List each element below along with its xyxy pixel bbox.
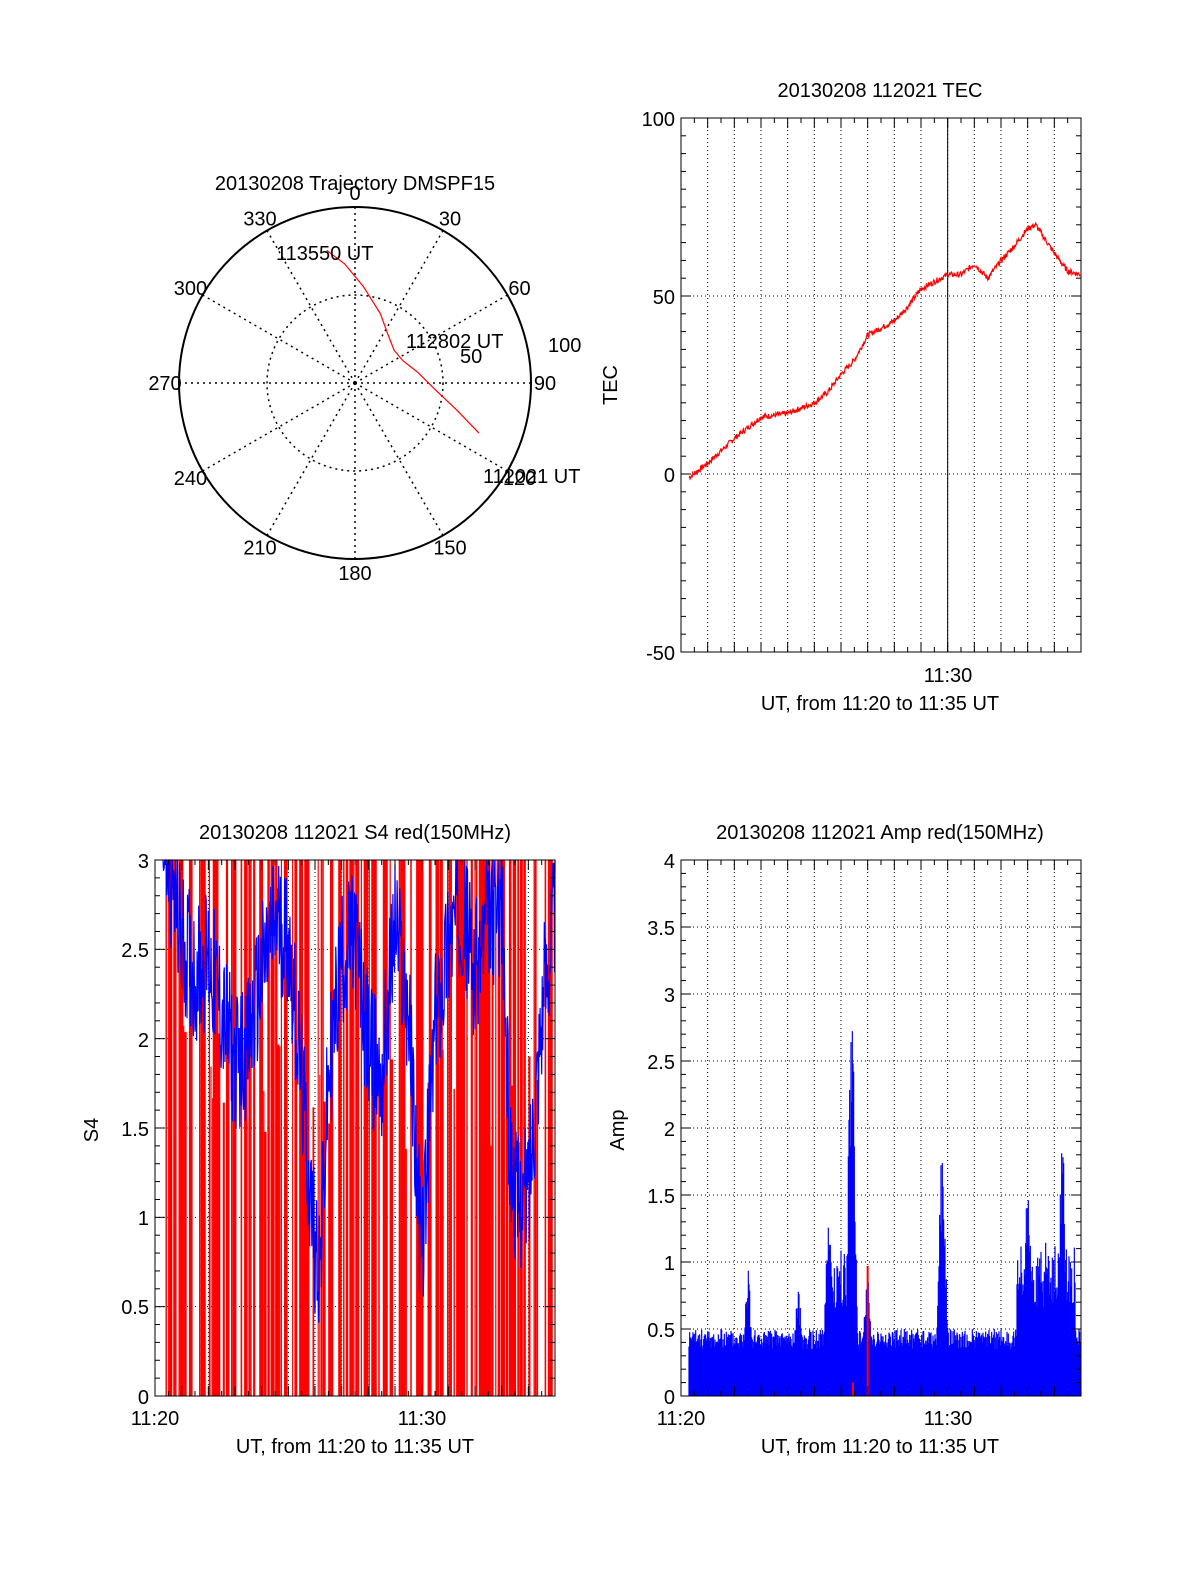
amp-title: 20130208 112021 Amp red(150MHz) [716,822,1044,844]
s4-xtick-1120: 11:20 [131,1408,180,1430]
polar-radius-label-50: 50 [460,346,482,368]
amp-ytick-2: 2 [664,1119,675,1141]
amp-ytick-1: 1 [664,1253,675,1275]
amp-grid [681,860,1081,1396]
polar-title: 20130208 Trajectory DMSPF15 [215,173,495,195]
tec-xlabel: UT, from 11:20 to 11:35 UT [761,693,999,715]
amp-ylabel: Amp [607,1109,629,1150]
polar-angle-label-30: 30 [439,208,461,230]
tec-ytick-minus50: -50 [646,643,675,665]
s4-ytick-1.5: 1.5 [121,1119,149,1141]
tec-series-line [688,221,1082,481]
polar-angle-label-210: 210 [243,538,276,560]
amp-panel: 20130208 112021 Amp red(150MHz) 4 3.5 3 … [607,822,1082,1458]
s4-ylabel: S4 [81,1118,103,1142]
s4-panel: 20130208 112021 S4 red(150MHz) 3 2.5 2 1… [81,822,556,1458]
polar-angle-label-240: 240 [174,468,207,490]
tec-ytick-50: 50 [653,287,675,309]
polar-angle-label-270: 270 [148,373,181,395]
s4-blue-series [162,859,556,1323]
s4-title: 20130208 112021 S4 red(150MHz) [199,822,511,844]
trajectory-label-start: 113550 UT [276,243,373,265]
amp-ytick-3: 3 [664,985,675,1007]
amp-ytick-0.5: 0.5 [647,1320,675,1342]
polar-spoke-120 [354,382,508,472]
tec-ylabel: TEC [600,365,622,405]
polar-angle-label-90: 90 [534,373,556,395]
polar-angle-label-180: 180 [338,563,371,585]
tec-grid [681,118,1081,652]
s4-ticks [154,859,556,1397]
trajectory-label-end: 112021 UT [483,466,580,488]
polar-trajectory-panel: 20130208 Trajectory DMSPF15 0 30 60 90 120 15… [148,173,581,585]
polar-angle-label-0: 0 [349,183,360,205]
s4-ytick-0: 0 [138,1387,149,1409]
tec-ticks [680,117,1082,653]
amp-ytick-4: 4 [664,851,675,873]
polar-angle-label-150: 150 [433,538,466,560]
s4-ytick-0.5: 0.5 [121,1297,149,1319]
amp-red-series [852,1266,869,1396]
trajectory-line [326,249,480,434]
polar-angle-labels: 0 30 60 90 120 150 180 210 240 270 300 330 [148,183,556,585]
s4-ytick-2: 2 [138,1030,149,1052]
s4-ytick-2.5: 2.5 [121,940,149,962]
polar-radius-label-100: 100 [548,335,581,357]
amp-ticks [680,859,1082,1397]
s4-ytick-1: 1 [138,1208,149,1230]
tec-title: 20130208 112021 TEC [778,80,983,102]
polar-spoke-210 [266,382,356,536]
polar-angle-label-60: 60 [508,278,530,300]
s4-xlabel: UT, from 11:20 to 11:35 UT [236,1436,474,1458]
tec-ytick-0: 0 [664,465,675,487]
amp-xtick-1120: 11:20 [657,1408,706,1430]
tec-plot-frame [680,117,1082,653]
amp-ytick-1.5: 1.5 [647,1186,675,1208]
polar-angle-label-300: 300 [174,278,207,300]
tec-xtick-1130: 11:30 [924,665,973,687]
amp-ytick-3.5: 3.5 [647,918,675,940]
trajectory-label-mid: 112802 UT [406,331,503,353]
polar-inner-circle [266,294,444,472]
amp-ytick-2.5: 2.5 [647,1052,675,1074]
amp-xtick-1130: 11:30 [924,1408,973,1430]
amp-ytick-0: 0 [664,1387,675,1409]
polar-angle-label-120: 120 [503,468,536,490]
polar-spoke-300 [202,294,356,384]
tec-ytick-100: 100 [642,109,675,131]
tec-panel: 20130208 112021 TEC 100 50 0 -50 11:30 U… [600,80,1082,715]
s4-ytick-3: 3 [138,851,149,873]
amp-blue-series [688,1031,1081,1396]
amp-xlabel: UT, from 11:20 to 11:35 UT [761,1436,999,1458]
polar-angle-label-330: 330 [243,208,276,230]
s4-xtick-1130: 11:30 [398,1408,447,1430]
